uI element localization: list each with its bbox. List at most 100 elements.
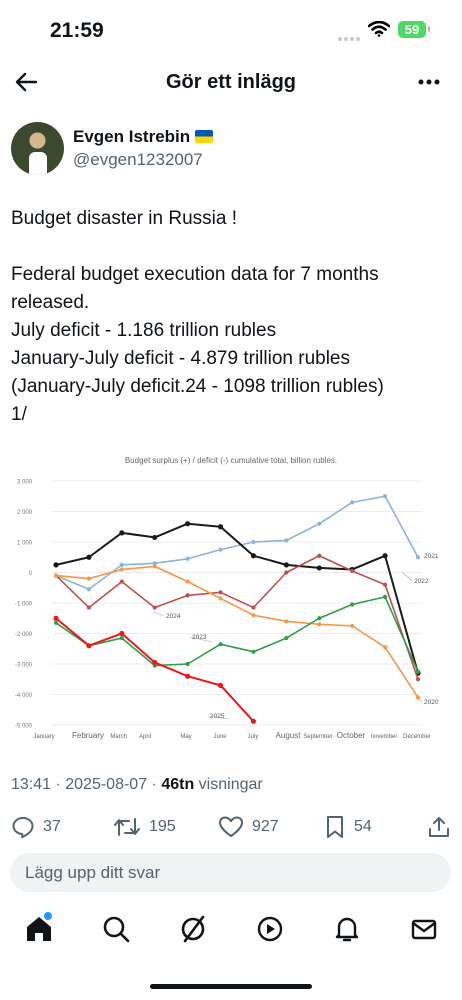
data-point	[218, 590, 223, 595]
more-options-icon[interactable]	[414, 68, 444, 96]
views-label: visningar	[194, 776, 263, 793]
y-tick-label: 2 000	[17, 510, 33, 516]
bottom-nav	[0, 910, 462, 954]
data-point	[185, 579, 190, 584]
data-point	[119, 635, 124, 641]
repost-button[interactable]: 195	[113, 812, 176, 842]
search-icon[interactable]	[101, 914, 131, 944]
data-point	[53, 620, 59, 625]
notification-dot	[44, 912, 52, 920]
grok-icon[interactable]	[178, 914, 208, 944]
home-icon[interactable]	[24, 914, 54, 944]
data-point	[185, 521, 191, 527]
share-icon	[429, 817, 449, 837]
x-tick-label: December	[403, 734, 431, 740]
series-label-leader	[417, 698, 423, 703]
x-tick-label: September	[303, 734, 332, 740]
reply-input[interactable]: Lägg upp ditt svar	[10, 853, 451, 892]
data-point	[53, 615, 59, 621]
reply-placeholder: Lägg upp ditt svar	[25, 863, 161, 882]
series-label-leader	[207, 715, 230, 720]
page-title: Gör ett inlägg	[166, 71, 296, 93]
y-tick-label: 3 000	[17, 480, 33, 486]
data-point	[382, 582, 388, 587]
data-point	[316, 565, 322, 571]
data-point	[53, 562, 59, 568]
data-point	[284, 619, 289, 624]
data-point	[415, 695, 421, 700]
data-point	[251, 613, 256, 618]
series-line-2024	[55, 554, 419, 680]
reply-button[interactable]: 37	[11, 812, 61, 842]
data-point	[185, 661, 190, 667]
tweet-line: (January-July deficit.24 - 1098 trillion…	[11, 376, 384, 397]
series-label: 2024	[166, 613, 181, 620]
tweet-line: January-July deficit - 4.879 trillion ru…	[11, 348, 350, 369]
series-line-2023	[55, 596, 419, 672]
series-line-2021	[55, 495, 419, 591]
x-tick-label: August	[276, 731, 302, 740]
data-point	[218, 642, 223, 647]
tweet-line	[11, 233, 451, 261]
data-point	[152, 605, 157, 610]
data-point	[415, 555, 421, 560]
video-icon[interactable]	[255, 914, 285, 944]
series-label-leader	[153, 611, 165, 617]
like-count: 927	[252, 818, 279, 835]
tweet-timestamp: 13:41 · 2025-08-07 ·	[11, 776, 162, 793]
y-tick-label: 0	[29, 571, 33, 577]
y-tick-label: 1 000	[17, 541, 33, 547]
tweet-line: Federal budget execution data for 7 mont…	[11, 264, 379, 313]
share-button[interactable]	[427, 812, 451, 842]
data-point	[86, 587, 92, 592]
data-point	[217, 682, 224, 688]
battery-icon: 59	[398, 21, 426, 38]
data-point	[53, 573, 59, 578]
author-handle[interactable]: @evgen1232007	[73, 150, 203, 169]
x-tick-label: november	[371, 734, 398, 740]
x-tick-label: January	[33, 734, 54, 740]
tweet-author[interactable]: Evgen Istrebin @evgen1232007	[11, 122, 451, 178]
bookmark-button[interactable]: 54	[324, 812, 372, 842]
data-point	[283, 562, 289, 568]
data-point	[218, 547, 223, 552]
budget-chart[interactable]: Budget surplus (+) / deficit (-) cumulat…	[0, 447, 462, 747]
data-point	[350, 500, 355, 505]
author-name[interactable]: Evgen Istrebin	[73, 127, 214, 147]
series-label: 2023	[192, 634, 207, 641]
heart-icon	[219, 816, 243, 837]
series-label-leader	[401, 571, 413, 582]
messages-icon[interactable]	[409, 914, 439, 944]
data-point	[350, 602, 355, 607]
x-tick-label: April	[139, 734, 151, 740]
notifications-icon[interactable]	[332, 914, 362, 944]
series-label-leader	[189, 636, 213, 643]
data-point	[251, 649, 256, 654]
y-tick-label: -2 000	[15, 632, 33, 638]
data-point	[317, 622, 322, 627]
series-line-2020	[55, 565, 419, 698]
repost-icon	[114, 818, 140, 836]
chart-title: Budget surplus (+) / deficit (-) cumulat…	[125, 456, 337, 465]
ukraine-flag-icon	[195, 130, 214, 143]
tweet-meta: 13:41 · 2025-08-07 · 46tn visningar	[11, 776, 263, 794]
data-point	[86, 605, 92, 610]
bookmark-icon	[327, 816, 343, 838]
views-count: 46tn	[161, 776, 195, 793]
repost-count: 195	[149, 818, 176, 835]
data-point	[251, 605, 256, 610]
data-point	[185, 556, 190, 561]
data-point	[415, 669, 421, 674]
y-tick-label: -5 000	[15, 724, 33, 730]
data-point	[119, 579, 124, 584]
y-tick-label: -1 000	[15, 602, 33, 608]
data-point	[284, 635, 289, 641]
x-tick-label: February	[72, 731, 104, 740]
data-point	[119, 562, 124, 567]
data-point	[218, 596, 223, 601]
like-button[interactable]: 927	[218, 812, 279, 842]
author-name-text[interactable]: Evgen Istrebin	[73, 127, 191, 146]
avatar[interactable]	[11, 122, 64, 175]
back-arrow-icon[interactable]	[12, 68, 40, 96]
action-bar: 37 195 927 54	[0, 812, 462, 842]
